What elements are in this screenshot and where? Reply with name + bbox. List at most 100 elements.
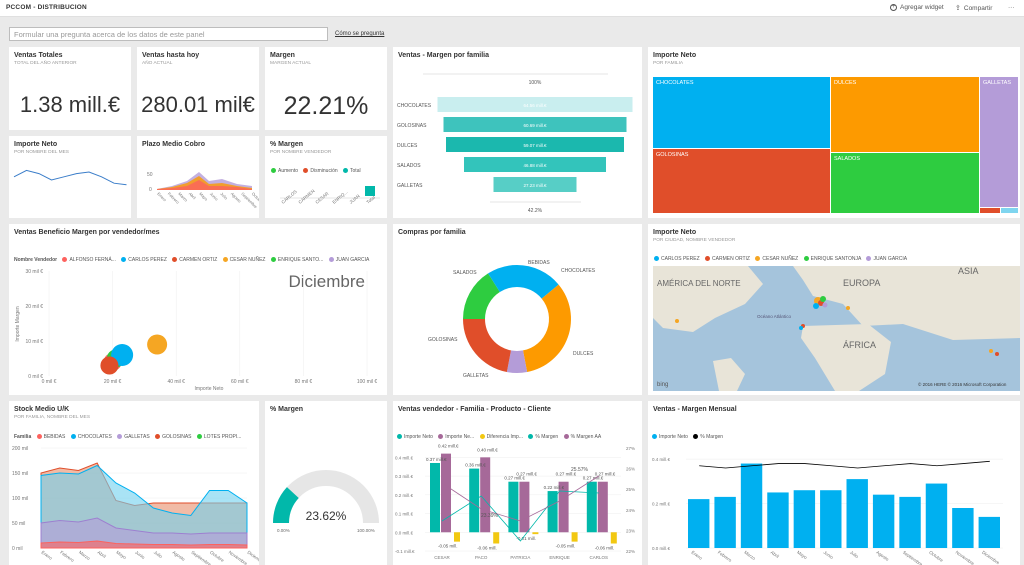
map-point[interactable]: [675, 319, 679, 323]
tile-subtitle: MARGEN ACTUAL: [270, 61, 312, 66]
donut-slice: [506, 350, 528, 373]
tile-ventas-totales[interactable]: Ventas Totales TOTAL DEL AÑO ANTERIOR 1.…: [9, 47, 131, 130]
x-tick: Diciembre: [246, 550, 259, 565]
bar-importe-neto-aa: [441, 453, 451, 533]
donut-chart: BEBIDAS CHOCOLATES DULCES GALLETAS GOLOSINAS…: [428, 260, 596, 379]
map-point[interactable]: [813, 303, 819, 309]
tile-ventas-margen-familia[interactable]: Ventas - Margen por familia 100% 64.56 mi…: [393, 47, 642, 218]
x-tick: Abril: [770, 550, 780, 559]
tile-subtitle: TOTAL DEL AÑO ANTERIOR: [14, 61, 77, 66]
y-axis-label: Importe Margen: [15, 306, 21, 342]
bubble-chart: 30 mil € 20 mil € 10 mil € 0 mil €0 mil € 20…: [15, 269, 377, 392]
share-button[interactable]: ⇪ Compartir: [955, 4, 992, 13]
data-label: 0.22 mill.€: [544, 485, 565, 490]
legend-item: Importe Ne...: [445, 434, 475, 440]
legend: Aumento Disminución Total: [267, 168, 361, 174]
donut-slice: [488, 265, 517, 292]
y2-tick: 23%: [626, 528, 635, 533]
x-tick: Octubre: [928, 550, 944, 564]
donut-slice: [463, 273, 500, 319]
y-tick: -0.1 mill.€: [395, 549, 415, 554]
map-point[interactable]: [820, 296, 826, 302]
legend-item: ENRIQUE SANTO...: [277, 257, 324, 263]
data-label: -0.06 mill.: [595, 546, 615, 551]
tile-title: Compras por familia: [398, 229, 466, 236]
funnel-value-label: 60.69 mill.€: [523, 123, 547, 128]
x-tick: CARLOS: [590, 555, 609, 560]
map-point[interactable]: [846, 306, 850, 310]
legend-item: JUAN GARCIA: [335, 257, 370, 263]
x-tick: Marzo: [78, 550, 92, 562]
data-label: -0.01 mill.: [516, 536, 536, 541]
tile-pct-margen-vendedor[interactable]: % Margen POR NOMBRE VENDEDOR Aumento Dis…: [265, 136, 387, 218]
bar-diferencia: [493, 532, 500, 544]
more-options-button[interactable]: ···: [1008, 4, 1015, 11]
treemap-cell-chocolates[interactable]: CHOCOLATES: [653, 77, 830, 148]
tile-compras-familia[interactable]: Compras por familia BEBIDAS CHOCOLATES DUL…: [393, 224, 642, 395]
tile-plazo-medio-cobro[interactable]: Plazo Medio Cobro 50 0 Enero Febrero Marzo…: [137, 136, 259, 218]
treemap-cell-salados[interactable]: SALADOS: [831, 153, 979, 213]
treemap-cell-golosinas[interactable]: GOLOSINAS: [653, 149, 830, 213]
treemap-cell-galletas[interactable]: GALLETAS: [980, 77, 1018, 207]
y-tick: 30 mil €: [25, 269, 43, 275]
tile-subtitle: POR NOMBRE DEL MES: [14, 150, 69, 155]
treemap-cell-small[interactable]: [980, 208, 1000, 213]
treemap-cell-dulces[interactable]: DULCES: [831, 77, 979, 152]
map-point[interactable]: [822, 302, 828, 308]
add-widget-label: Agregar widget: [900, 4, 944, 11]
bubble-point: [147, 334, 168, 355]
legend-item: BEBIDAS: [43, 434, 66, 440]
tile-importe-neto-mes[interactable]: Importe Neto POR NOMBRE DEL MES: [9, 136, 131, 218]
stacked-area-chart: 200 mil 150 mil 100 mil 50 mil 0 mil Enero Feb…: [12, 446, 259, 565]
qa-help-link[interactable]: Cómo se pregunta: [335, 31, 385, 37]
tile-importe-neto-familia[interactable]: Importe Neto POR FAMILIA CHOCOLATES GOLO…: [648, 47, 1020, 218]
add-widget-button[interactable]: + Agregar widget: [890, 4, 944, 11]
tile-ventas-vendedor[interactable]: Ventas vendedor - Familia - Producto - C…: [393, 401, 642, 565]
funnel-category-label: DULCES: [397, 143, 418, 149]
donut-slice: [517, 265, 559, 299]
qa-input[interactable]: Formular una pregunta acerca de los dato…: [9, 27, 328, 41]
tile-importe-neto-ciudad[interactable]: Importe Neto POR CIUDAD, NOMBRE VENDEDOR…: [648, 224, 1020, 395]
x-tick: Noviembre: [955, 550, 976, 565]
tile-ventas-beneficio[interactable]: Ventas Beneficio Margen por vendedor/mes…: [9, 224, 387, 395]
map-label: AMÉRICA DEL NORTE: [657, 279, 741, 288]
bar: [793, 490, 816, 548]
bing-logo: bing: [657, 382, 668, 388]
x-tick: 0 mil €: [42, 379, 57, 385]
tile-title: % Margen: [270, 141, 304, 148]
data-label: 0.40 mill.€: [477, 447, 498, 452]
legend-item: % Margen: [700, 434, 724, 440]
line-series: [699, 460, 990, 469]
x-tick: CESAR: [434, 555, 450, 560]
funnel-value-label: 64.56 mill.€: [523, 103, 547, 108]
tile-pct-margen-gauge[interactable]: % Margen 23.62% 0.00% 100.00%: [265, 401, 387, 565]
map-point[interactable]: [989, 349, 993, 353]
tile-title: Importe Neto: [653, 229, 697, 236]
tile-ventas-hasta-hoy[interactable]: Ventas hasta hoy AÑO ACTUAL 280.01 mil€: [137, 47, 259, 130]
tile-margen[interactable]: Margen MARGEN ACTUAL 22.21%: [265, 47, 387, 130]
treemap-cell-small[interactable]: [1001, 208, 1018, 213]
x-tick: PATRICIA: [510, 555, 530, 560]
data-label: 0.27 mill.€: [595, 472, 616, 477]
map[interactable]: AMÉRICA DEL NORTE EUROPA ASIA ÁFRICA Océ…: [653, 266, 1020, 391]
y-tick: 100 mil: [12, 496, 28, 502]
funnel-category-label: GOLOSINAS: [397, 123, 427, 129]
map-copyright: © 2016 HERE © 2016 Microsoft Corporation: [918, 381, 1007, 387]
map-point[interactable]: [995, 352, 999, 356]
bar: [767, 492, 789, 548]
kpi-value: 22.21%: [283, 92, 369, 120]
bubble-point: [100, 356, 119, 375]
tile-ventas-margen-mensual[interactable]: Ventas - Margen Mensual Importe Neto % M…: [648, 401, 1020, 565]
tile-stock-medio[interactable]: Stock Medio U/K POR FAMILIA, NOMBRE DEL …: [9, 401, 259, 565]
x-tick: 40 mil €: [167, 379, 185, 385]
map-point[interactable]: [799, 326, 803, 330]
funnel-bar: [446, 137, 624, 152]
bar-diferencia: [454, 532, 460, 542]
line-series: [441, 490, 599, 542]
y-tick: 0.2 mill.€: [395, 493, 414, 498]
donut-label: BEBIDAS: [528, 260, 550, 266]
legend-item: ALFONSO FERNÁ...: [69, 257, 116, 263]
combo-chart: 0.4 mill.€ 0.3 mill.€ 0.2 mill.€ 0.1 mill.€…: [395, 444, 635, 560]
legend-item: CARMEN ORTIZ: [712, 256, 750, 262]
bar-importe-neto: [586, 481, 597, 533]
